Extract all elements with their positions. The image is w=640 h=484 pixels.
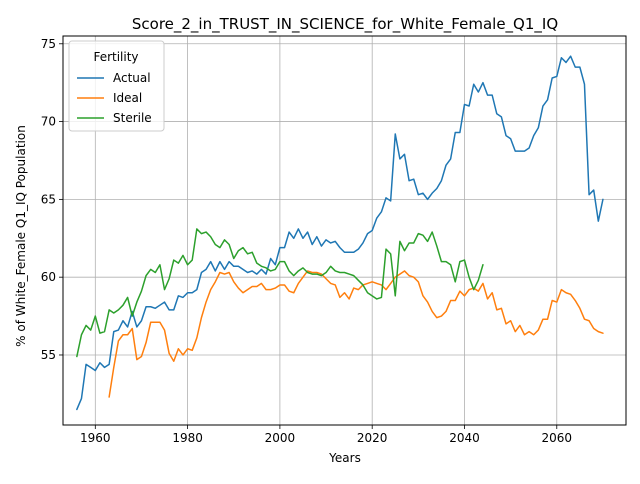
x-tick-label: 2000 — [265, 431, 296, 445]
x-tick-label: 2060 — [542, 431, 573, 445]
grid — [63, 36, 626, 425]
y-axis-label: % of White_Female Q1_IQ Population — [14, 125, 28, 347]
legend-title: Fertility — [93, 50, 138, 64]
axes-frame — [62, 35, 627, 426]
series-lines — [76, 55, 604, 411]
y-tick-label: 55 — [41, 348, 56, 362]
series-line-ideal — [108, 270, 604, 398]
legend-entries: Actual Ideal Sterile — [77, 71, 152, 125]
x-tick-label: 2040 — [449, 431, 480, 445]
y-tick-label: 65 — [41, 192, 56, 206]
legend-box — [68, 40, 165, 132]
legend-label-actual: Actual — [113, 71, 151, 85]
chart-title: Score_2_in_TRUST_IN_SCIENCE_for_White_Fe… — [132, 15, 558, 34]
y-tick-label: 75 — [41, 37, 56, 51]
axis-ticks: 1960 1980 2000 2020 2040 2060 55 60 65 70 75 — [41, 37, 572, 445]
legend-label-sterile: Sterile — [113, 111, 152, 125]
y-tick-label: 70 — [41, 115, 56, 129]
legend: Fertility Actual Ideal Sterile — [68, 40, 165, 132]
x-axis-label: Years — [328, 451, 361, 465]
legend-label-ideal: Ideal — [113, 91, 142, 105]
y-tick-label: 60 — [41, 270, 56, 284]
x-tick-label: 2020 — [357, 431, 388, 445]
series-line-actual — [76, 55, 604, 411]
series-line-sterile — [76, 228, 484, 358]
x-tick-label: 1980 — [172, 431, 203, 445]
x-tick-label: 1960 — [80, 431, 111, 445]
